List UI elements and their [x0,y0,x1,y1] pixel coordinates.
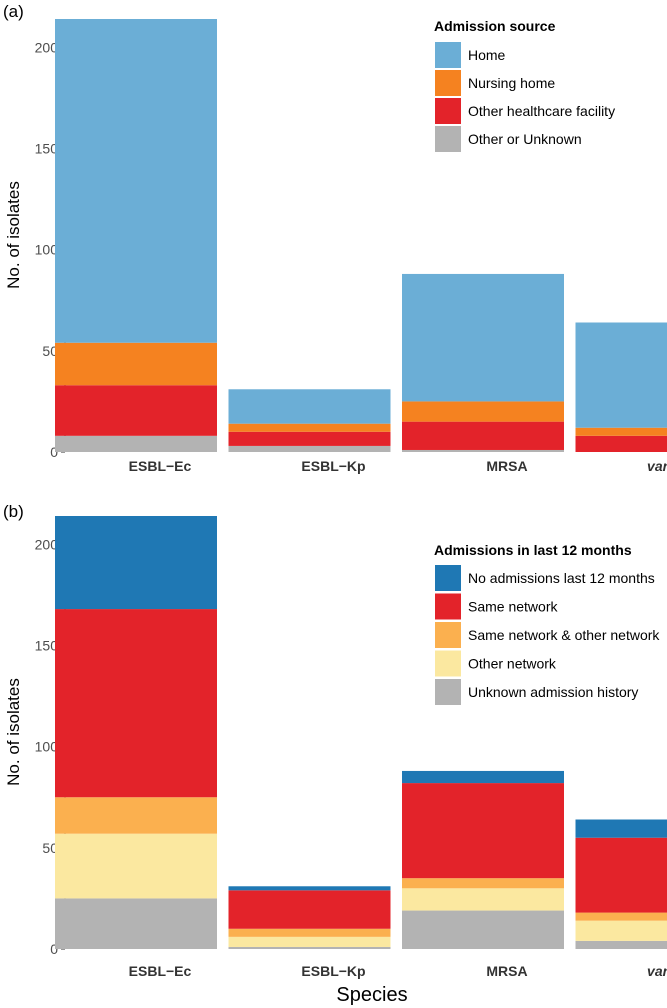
bar-segment [575,427,667,436]
bar-segment [228,928,391,937]
legend-swatch [435,565,461,591]
bar-segment [55,797,217,834]
bar-segment [55,833,217,899]
legend: Admission source Home Nursing home Other he… [434,18,615,152]
panel-label: (b) [3,502,24,521]
legend-swatch [435,593,461,620]
legend-swatch [435,126,461,152]
legend-label: Unknown admission history [468,684,638,700]
y-tick-label: 150 [35,140,59,156]
x-tick-label: MRSA [486,458,527,474]
legend-label: Same network & other network [468,627,660,643]
x-tick-label: MRSA [486,963,527,979]
bar-segment [402,421,564,450]
y-tick-label: 200 [35,536,59,552]
legend-label: Other or Unknown [468,131,582,147]
bar-segment [402,888,564,911]
bar-segment [228,890,391,929]
legend-swatch [435,622,461,648]
bar-segment [402,783,564,879]
bar-segment [402,878,564,889]
x-tick-label: vanA VRE [647,963,667,979]
x-tick-label: ESBL−Ec [129,458,192,474]
x-tick-label: vanA VRE [647,458,667,474]
bar-segment [402,910,564,949]
y-axis-label: No. of isolates [4,678,23,786]
panel-a: (a) 0 50 100 150 200 No. of isolates ESBL−Ec ESB… [3,2,667,474]
bar-segment [55,609,217,798]
bar-segment [575,819,667,838]
bar-segment [575,322,667,428]
bar-segment [402,401,564,422]
legend-swatch [435,42,461,68]
x-tick-label: ESBL−Kp [301,963,365,979]
bar-segment [228,423,391,432]
legend-swatch [435,70,461,96]
legend-swatch [435,98,461,124]
y-tick-label: 100 [35,242,59,258]
x-tick-label: ESBL−Kp [301,458,365,474]
legend-title: Admission source [434,18,556,34]
panel-b: (b) 0 50 100 150 200 No. of isolates ESBL−Ec ESB… [3,502,667,1006]
y-tick-label: 50 [42,840,58,856]
y-tick-label: 200 [35,39,59,55]
bar-segment [575,920,667,941]
legend-label: No admissions last 12 months [468,570,655,586]
bar-segment [228,431,391,446]
legend-swatch [435,650,461,677]
bar-segment [402,770,564,784]
legend-label: Nursing home [468,75,555,91]
bar-segment [402,449,564,452]
legend: Admissions in last 12 months No admission… [434,542,660,705]
legend-label: Other network [468,656,557,672]
bar-segment [55,516,217,610]
bar-segment [575,912,667,921]
y-tick-label: 50 [42,343,58,359]
bar-segment [575,940,667,949]
y-tick-label: 0 [50,941,58,957]
legend-label: Other healthcare facility [468,103,615,119]
legend-label: Home [468,47,506,63]
bar-segment [55,19,217,343]
bar-segment [228,946,391,949]
bar-segment [55,898,217,949]
bar-segment [55,435,217,452]
bar-segment [575,435,667,452]
y-tick-label: 100 [35,739,59,755]
y-axis-label: No. of isolates [4,181,23,289]
bar-segment [55,385,217,436]
panel-label: (a) [3,2,24,21]
x-tick-label: ESBL−Ec [129,963,192,979]
bar-segment [55,342,217,386]
legend-label: Same network [468,599,558,615]
legend-title: Admissions in last 12 months [434,542,632,558]
bar-segment [228,445,391,452]
x-axis-label: Species [336,984,407,1006]
bar-segment [575,837,667,913]
bar-segment [228,886,391,891]
y-tick-label: 0 [50,444,58,460]
bar-segment [228,389,391,424]
legend-swatch [435,679,461,705]
bar-segment [228,936,391,947]
y-tick-label: 150 [35,637,59,653]
bar-segment [402,273,564,402]
